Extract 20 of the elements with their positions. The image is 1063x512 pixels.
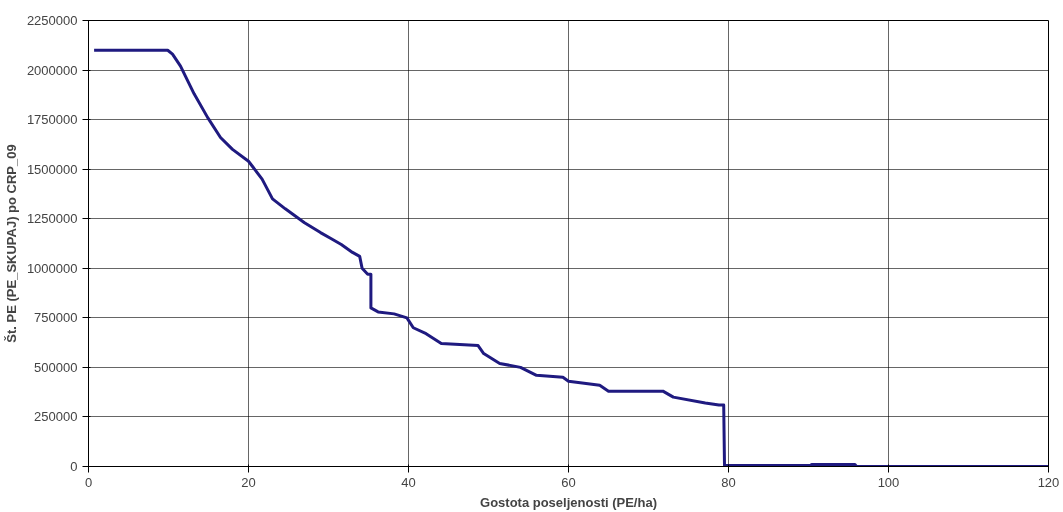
y-tick-label: 2000000 [26, 62, 78, 78]
x-tick-label: 40 [401, 474, 416, 490]
y-axis-title: Št. PE (PE_SKUPAJ) po CRP_09 [3, 144, 19, 343]
y-tick-label: 2250000 [26, 13, 78, 28]
y-tick-label: 750000 [34, 310, 78, 326]
y-tick-label: 0 [70, 459, 78, 474]
x-tick-label: 100 [877, 474, 900, 490]
y-tick-label: 500000 [34, 359, 78, 375]
y-tick-label: 1000000 [26, 260, 78, 276]
x-tick-label: 80 [721, 474, 736, 490]
y-tick-label: 1250000 [26, 211, 78, 227]
y-tick-label: 1500000 [26, 161, 78, 177]
y-tick-label: 250000 [34, 409, 78, 425]
x-tick-label: 120 [1037, 474, 1060, 490]
x-axis-title: Gostota poseljenosti (PE/ha) [480, 494, 657, 510]
x-tick-label: 60 [561, 474, 576, 490]
line-series [92, 48, 1049, 467]
y-tick-label: 1750000 [26, 112, 78, 128]
x-tick-label: 20 [241, 474, 256, 490]
x-tick-label: 0 [84, 474, 93, 490]
